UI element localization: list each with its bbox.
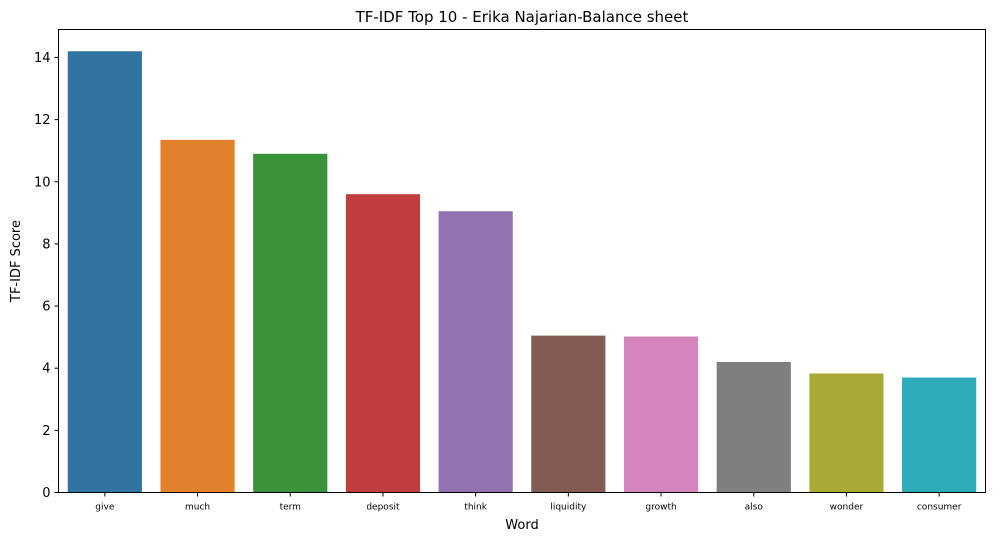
y-tick-label: 2 — [42, 424, 50, 439]
x-tick-label: term — [280, 503, 301, 513]
y-tick-label: 12 — [34, 113, 51, 128]
bar-wonder — [809, 373, 884, 493]
x-tick-label: give — [95, 503, 115, 513]
bar-term — [253, 153, 328, 493]
bar-deposit — [345, 194, 421, 493]
x-axis: give much term deposit think liquidity growth a… — [95, 492, 962, 513]
y-tick-label: 8 — [42, 237, 50, 252]
bar-consumer — [902, 377, 977, 493]
bar-growth — [623, 336, 699, 493]
x-tick-label: much — [185, 503, 210, 513]
x-tick-label: wonder — [830, 503, 864, 513]
y-tick-label: 6 — [42, 300, 50, 315]
x-tick-label: liquidity — [550, 503, 587, 513]
y-axis-label: TF-IDF Score — [9, 220, 24, 303]
y-axis: 0 2 4 6 8 10 12 14 — [34, 51, 59, 501]
y-tick-label: 4 — [42, 362, 50, 377]
y-tick-label: 14 — [34, 51, 51, 66]
bars-group — [67, 51, 977, 493]
x-axis-label: Word — [505, 518, 538, 533]
bar-much — [160, 139, 235, 493]
bar-think — [438, 211, 513, 493]
x-tick-label: also — [745, 503, 764, 513]
y-tick-label: 0 — [42, 486, 50, 501]
bar-liquidity — [531, 335, 606, 493]
x-tick-label: growth — [645, 503, 676, 513]
x-tick-label: consumer — [917, 503, 962, 513]
bar-give — [67, 51, 142, 493]
chart-title: TF-IDF Top 10 - Erika Najarian-Balance s… — [355, 8, 689, 26]
bar-also — [716, 361, 791, 493]
x-tick-label: deposit — [366, 503, 400, 513]
y-tick-label: 10 — [34, 175, 51, 190]
x-tick-label: think — [464, 503, 487, 513]
plot-frame — [58, 29, 986, 493]
